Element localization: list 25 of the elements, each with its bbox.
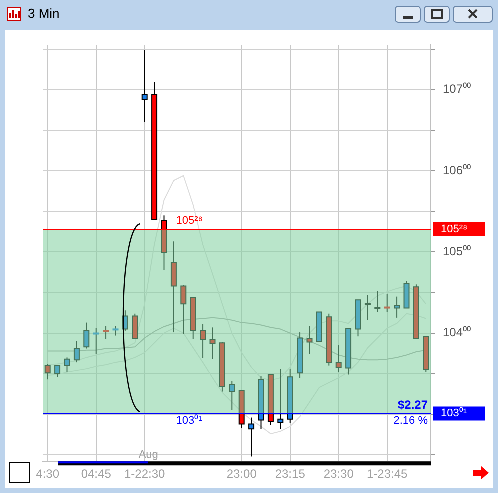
y-tick-label: 104⁰⁰ — [443, 326, 472, 340]
chart-title: 3 Min — [28, 6, 60, 21]
x-tick-label: 23:15 — [275, 467, 306, 482]
candlestick — [93, 328, 100, 355]
y-tick-label: 107⁰⁰ — [443, 82, 472, 96]
y-tick-label: 105⁰⁰ — [443, 244, 472, 258]
ref-line-label: 105²⁸ — [176, 214, 203, 227]
y-tick-label: 106⁰⁰ — [443, 163, 472, 178]
annotation: 2.16 % — [394, 415, 428, 428]
x-tick-label: 23:30 — [324, 467, 354, 482]
x-tick-label: 1-23:45 — [367, 467, 408, 482]
candlestick — [112, 326, 119, 336]
candlestick — [384, 294, 390, 313]
ref-line-label: 103⁰¹ — [176, 414, 203, 428]
x-tick-label: 1-22:30 — [124, 467, 166, 482]
x-tick-label: 4:30 — [36, 467, 60, 482]
x-tick-label: 04:45 — [81, 467, 112, 482]
x-tick-label: 23:00 — [226, 467, 258, 482]
candlestick — [103, 326, 110, 340]
candlestick — [364, 294, 371, 321]
annotation: Aug — [138, 449, 158, 462]
annotation: $2.27 — [398, 398, 428, 412]
candlestick — [374, 290, 381, 313]
text: 105²⁸ — [441, 223, 468, 236]
text: 103⁰¹ — [441, 408, 468, 420]
